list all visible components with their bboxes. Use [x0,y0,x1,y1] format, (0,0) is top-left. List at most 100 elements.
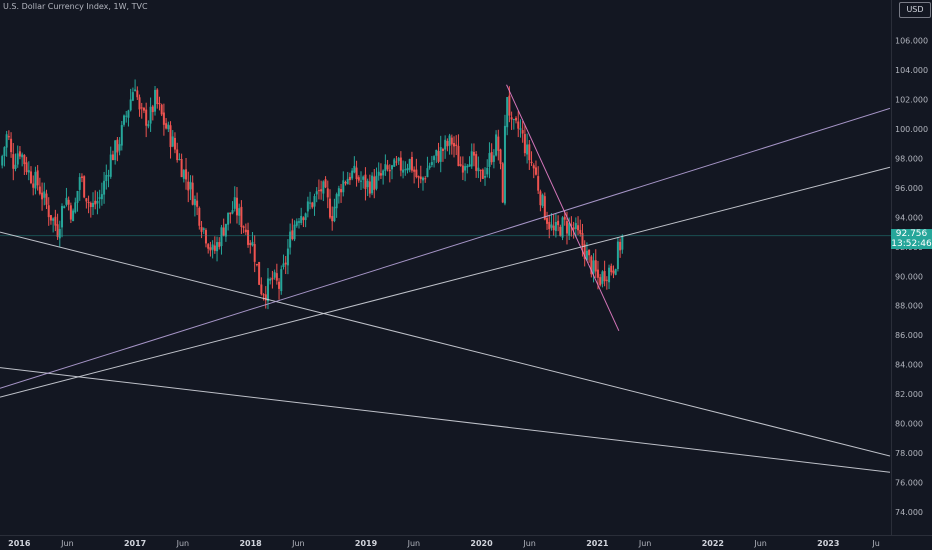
candle-body [612,270,615,274]
candle-body [317,190,320,192]
price-axis[interactable]: 74.000 76.000 78.000 80.000 82.000 84.000 86.0… [891,0,929,535]
candle-body [614,269,617,275]
candle-body [309,202,312,204]
trendline-ascending-support[interactable] [0,166,891,398]
candle-body [457,145,460,167]
candle-body [561,217,564,238]
candle-body [596,269,599,278]
candle-body [453,143,456,147]
candle-body [291,230,294,240]
candle-body [333,206,336,222]
candle-body [371,175,374,194]
candle-body [486,168,489,175]
candle-body [269,278,272,281]
trendline-descending-long-2[interactable] [0,367,891,473]
candle-body [375,175,378,189]
candle-body [532,165,535,169]
candle-body [526,144,529,155]
candle-body [107,175,110,177]
candle-body [554,222,557,231]
candle-body [167,124,170,130]
candle-body [129,99,132,111]
candle-body [579,230,582,234]
candle-body [87,202,90,204]
candle-body [342,180,345,193]
candle-body [47,205,50,218]
candle-body [218,242,221,247]
candle-body [224,223,227,237]
candle-body [588,249,591,256]
candle-body [541,194,544,207]
candle-body [415,169,418,178]
candle-body [65,197,68,205]
candle-body [399,157,402,171]
candle-body [324,179,327,188]
candle-body [227,212,230,225]
candle-body [156,89,159,105]
price-tick-label: 94.000 [895,213,923,222]
trendline-descending-long-1[interactable] [0,231,891,457]
trendline-ascending-channel[interactable] [0,107,891,389]
candle-body [69,205,72,220]
candle-body [368,181,371,194]
candle-body [313,196,316,207]
trendline-steep-downtrend[interactable] [506,84,620,331]
time-tick-label: 2021 [586,539,609,548]
candle-body [162,112,165,125]
candle-body [213,245,216,251]
candle-body [552,225,555,231]
candle-body [322,181,325,194]
candle-body [534,167,537,175]
time-axis[interactable]: 2016 Jun 2017 Jun 2018 Jun 2019 Jun 2020 Jun 2021 J… [0,535,932,549]
candle-body [125,115,128,117]
candle-body [63,206,66,209]
price-tick-label: 104.000 [895,66,928,75]
candle-body [220,227,223,247]
candle-body [353,165,356,173]
candle-body [477,167,480,172]
candle-body [242,226,245,228]
candle-body [585,250,588,261]
last-price-value: 92.756 [895,229,928,239]
candle-body [67,199,70,205]
candle-body [54,216,57,226]
time-tick-label: Jun [407,539,421,548]
candle-body [459,164,462,166]
candle-body [182,170,185,179]
candle-body [5,134,8,148]
price-tick-label: 88.000 [895,302,923,311]
candle-body [295,221,298,226]
candle-body [238,208,241,216]
candle-body [61,206,64,228]
candle-body [109,154,112,177]
candle-body [251,241,254,246]
candle-body [178,158,181,160]
candle-body [433,156,436,161]
candle-body [359,180,362,182]
candle-body [568,223,571,236]
candle-body [154,89,157,112]
candle-body [275,273,278,281]
candle-body [72,210,75,222]
candle-body [331,216,334,222]
candle-body [38,186,41,194]
candle-body [503,125,506,204]
time-tick-label: Jun [522,539,536,548]
time-tick-label: 2023 [817,539,839,548]
candle-body [25,162,28,173]
trendlines-layer[interactable] [0,84,891,473]
candle-body [335,194,338,209]
candle-body [36,170,39,186]
chart-title: U.S. Dollar Currency Index, 1W, TVC [3,2,148,11]
candle-body [410,157,413,171]
price-tick-label: 90.000 [895,272,923,281]
candle-body [444,139,447,150]
candle-body [413,169,416,172]
candle-body [147,124,150,127]
candle-body [123,115,126,125]
time-tick-label: Jun [291,539,305,548]
candle-body [346,178,349,185]
currency-button[interactable]: USD [899,2,931,18]
candle-body [300,215,303,223]
